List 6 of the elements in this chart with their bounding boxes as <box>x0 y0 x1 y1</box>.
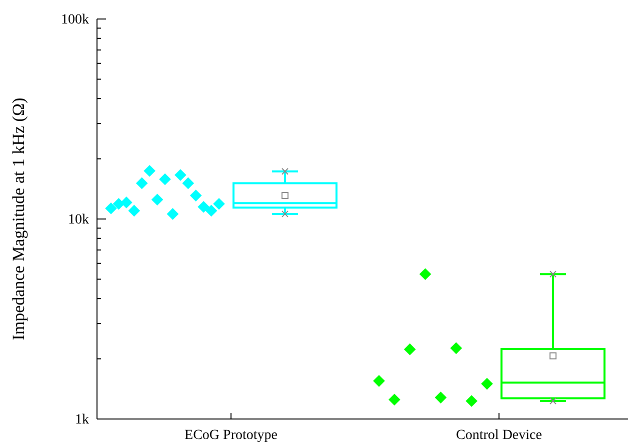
y-tick-label: 1k <box>75 412 89 428</box>
x-tick-label: ECoG Prototype <box>184 428 278 443</box>
y-tick-label: 100k <box>61 12 89 28</box>
y-axis-title: Impedance Magnitude at 1 kHz (Ω) <box>9 98 28 340</box>
y-tick-label: 10k <box>68 212 89 228</box>
x-tick-label: Control Device <box>456 428 542 443</box>
